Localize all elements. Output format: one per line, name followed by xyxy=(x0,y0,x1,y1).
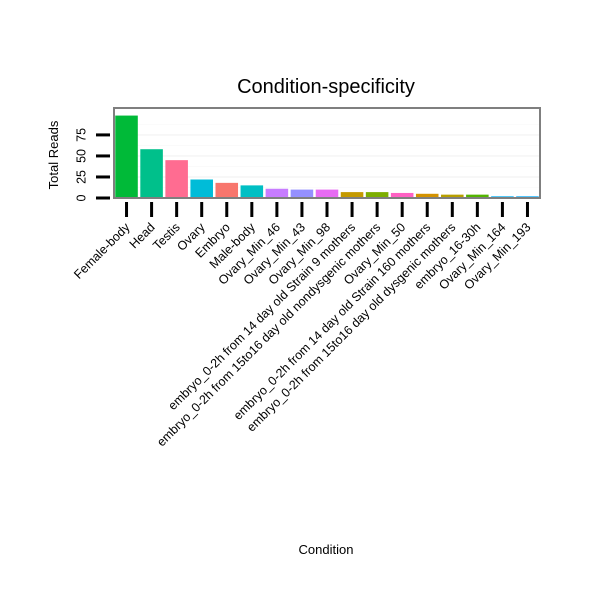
y-tick-label: 75 xyxy=(74,128,88,142)
bar xyxy=(215,182,239,198)
bar xyxy=(140,149,163,198)
bar xyxy=(165,160,188,198)
bar xyxy=(415,193,439,198)
bar xyxy=(290,189,314,198)
y-tick-label: 50 xyxy=(74,149,88,163)
y-tick-label: 0 xyxy=(74,194,88,201)
bar xyxy=(365,192,389,198)
x-tick-label: Female-body xyxy=(71,220,133,282)
bar xyxy=(340,192,364,198)
bar xyxy=(190,179,213,198)
bar xyxy=(390,192,414,198)
plot-panel-border xyxy=(113,107,541,199)
bar xyxy=(240,185,264,198)
bar xyxy=(441,194,464,198)
y-tick-label: 25 xyxy=(74,170,88,184)
bar xyxy=(265,188,289,198)
bar xyxy=(115,115,138,198)
bars-group xyxy=(115,115,539,198)
x-axis-title: Condition xyxy=(299,542,354,557)
bar xyxy=(466,194,489,198)
chart-title: Condition-specificity xyxy=(237,76,415,98)
y-axis-title: Total Reads xyxy=(46,120,61,189)
y-axis: 0 25 50 75 xyxy=(74,128,110,201)
bar xyxy=(315,189,339,198)
x-axis: Female-bodyHeadTestisOvaryEmbryoMale-bod… xyxy=(71,202,534,449)
